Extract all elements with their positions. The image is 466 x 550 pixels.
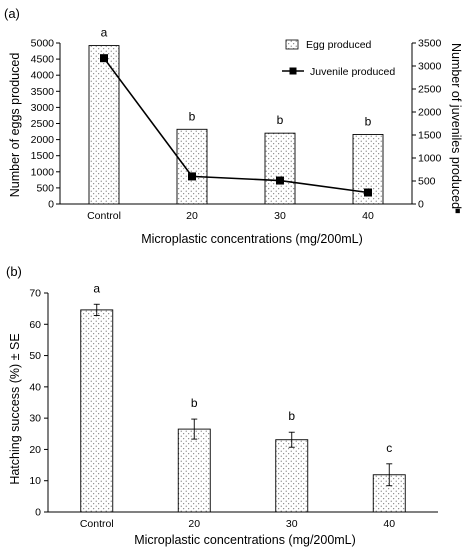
- significance-letter: b: [277, 113, 284, 127]
- x-axis-tick-label: 30: [286, 518, 298, 530]
- significance-letter: c: [386, 441, 392, 455]
- right-axis-tick-label: 500: [418, 176, 436, 188]
- left-axis-tick-label: 3000: [31, 102, 55, 114]
- left-axis-tick-label: 4000: [31, 70, 55, 82]
- legend-item-egg: Egg produced: [285, 39, 372, 51]
- x-axis-tick-label: 20: [186, 210, 198, 222]
- panel-b-error-bars: [93, 303, 393, 487]
- left-axis-tick-label: 1500: [31, 150, 55, 162]
- panel-a-right-axis-marker: ■: [453, 208, 463, 213]
- y-axis-tick-label: 20: [29, 444, 41, 456]
- y-axis-tick-label: 40: [29, 381, 41, 393]
- significance-letter: a: [101, 26, 108, 40]
- panel-a-legend: Egg produced Juvenile produced: [282, 39, 395, 78]
- significance-letter: b: [189, 109, 196, 123]
- y-axis-tick-label: 70: [29, 288, 41, 300]
- juvenile-point: [364, 188, 372, 197]
- y-axis-tick-label: 30: [29, 413, 41, 425]
- panel-a-x-axis-title: Microplastic concentrations (mg/200mL): [141, 232, 363, 246]
- hatching-bar: [80, 309, 114, 513]
- legend-swatch-egg: [285, 39, 299, 50]
- juvenile-point: [188, 172, 196, 181]
- hatching-bar: [177, 428, 211, 513]
- chart-panel-b: (b) a b b c 0 10 20 30 40 50 60 70 Control 20 30 40 Mi…: [6, 264, 438, 547]
- y-axis-tick-label: 10: [29, 475, 41, 487]
- panel-a-significance-letters: a b b b: [101, 26, 372, 129]
- significance-letter: b: [191, 396, 198, 410]
- x-axis-tick-label: 30: [274, 210, 286, 222]
- left-axis-tick-label: 3500: [31, 86, 55, 98]
- panel-a-right-axis-title: Number of juveniles produced: [449, 43, 463, 209]
- left-axis-tick-label: 500: [36, 182, 54, 194]
- x-axis-tick-label: 40: [383, 518, 395, 530]
- left-axis-tick-label: 0: [48, 199, 54, 211]
- left-axis-tick-label: 2000: [31, 134, 55, 146]
- panel-b-label: (b): [6, 264, 22, 279]
- right-axis-tick-label: 2000: [418, 107, 442, 119]
- y-axis-tick-label: 0: [35, 507, 41, 519]
- significance-letter: a: [93, 281, 100, 295]
- hatching-bar: [275, 439, 309, 513]
- significance-letter: b: [288, 409, 295, 423]
- egg-bar: [88, 45, 120, 205]
- right-axis-tick-label: 3500: [418, 38, 442, 50]
- y-axis-tick-label: 60: [29, 319, 41, 331]
- right-axis-tick-label: 3000: [418, 61, 442, 73]
- right-axis-tick-label: 1500: [418, 130, 442, 142]
- legend-label-egg: Egg produced: [306, 39, 372, 51]
- legend-label-juvenile: Juvenile produced: [310, 66, 395, 78]
- left-axis-tick-label: 2500: [31, 118, 55, 130]
- right-axis-tick-label: 0: [418, 199, 424, 211]
- right-axis-tick-label: 1000: [418, 153, 442, 165]
- egg-bar: [264, 132, 296, 205]
- chart-panel-a: (a) ab b b 0500100015002000250030003500400…: [4, 6, 463, 246]
- panel-b-y-axis-title: Hatching success (%) ± SE: [8, 333, 22, 484]
- x-axis-tick-label: 40: [362, 210, 374, 222]
- panel-b-tick-labels: 0 10 20 30 40 50 60 70 Control 20 30 40: [29, 288, 395, 531]
- panel-a-label: (a): [4, 6, 20, 21]
- y-axis-tick-label: 50: [29, 350, 41, 362]
- panel-a-juvenile-line: [100, 54, 372, 197]
- juvenile-series-line: [103, 57, 369, 194]
- legend-marker-juvenile: [289, 67, 297, 75]
- right-axis-tick-label: 2500: [418, 84, 442, 96]
- juvenile-point: [276, 176, 284, 185]
- panel-a-tick-labels: 0500100015002000250030003500400045005000…: [31, 38, 442, 223]
- x-axis-tick-label: 20: [188, 518, 200, 530]
- x-axis-tick-label: Control: [80, 518, 114, 530]
- panel-b-bars: [80, 309, 406, 513]
- left-axis-tick-label: 5000: [31, 38, 55, 50]
- panel-a-left-axis-title: Number of eggs produced: [8, 53, 22, 198]
- left-axis-tick-label: 4500: [31, 54, 55, 66]
- egg-bar: [176, 128, 208, 205]
- left-axis-tick-label: 1000: [31, 166, 55, 178]
- x-axis-tick-label: Control: [87, 210, 121, 222]
- juvenile-point: [100, 54, 108, 63]
- significance-letter: b: [365, 114, 372, 128]
- legend-item-juvenile: Juvenile produced: [282, 66, 395, 78]
- panel-b-x-axis-title: Microplastic concentrations (mg/200mL): [134, 533, 356, 547]
- panel-b-significance-letters: a b b c: [93, 281, 392, 455]
